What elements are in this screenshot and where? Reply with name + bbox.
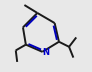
Text: N: N: [42, 48, 49, 57]
